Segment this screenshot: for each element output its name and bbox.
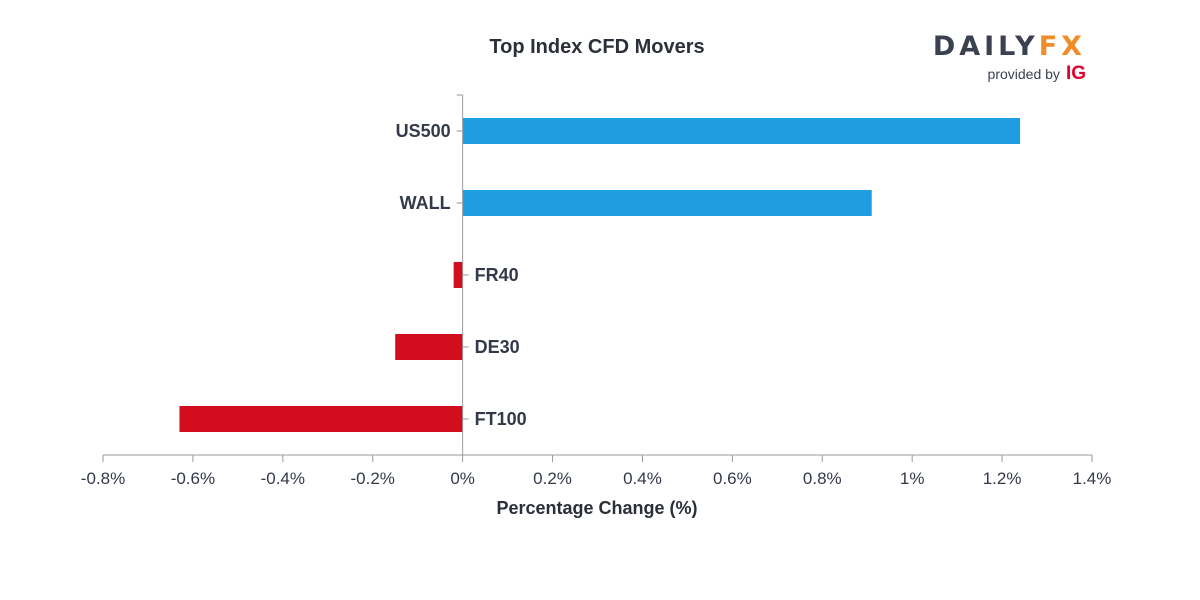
x-tick-label: 1% (900, 469, 925, 488)
category-labels: US500 WALL FR40 DE30 FT100 (396, 121, 527, 429)
x-axis-label: Percentage Change (%) (496, 498, 697, 518)
category-label-us500: US500 (396, 121, 451, 141)
x-tick-label: -0.4% (261, 469, 305, 488)
category-label-wall: WALL (400, 193, 451, 213)
bar-us500 (462, 118, 1021, 144)
x-tick-labels: -0.8% -0.6% -0.4% -0.2% 0% 0.2% 0.4% 0.6% 0.8% 1%… (81, 469, 1112, 488)
category-label-ft100: FT100 (475, 409, 527, 429)
bar-wall (462, 190, 872, 216)
category-label-de30: DE30 (475, 337, 520, 357)
category-label-fr40: FR40 (475, 265, 519, 285)
x-tick-label: 0.2% (533, 469, 572, 488)
x-tick-label: 0.6% (713, 469, 752, 488)
logo-fx: FX (1039, 31, 1086, 62)
x-tick-label: 1.2% (983, 469, 1022, 488)
axes-layer (102, 94, 1093, 462)
bars-layer (179, 118, 1021, 432)
logo-provided-line: provided by IG (988, 63, 1086, 84)
chart-title: Top Index CFD Movers (489, 36, 704, 58)
x-tick-label: 0.4% (623, 469, 662, 488)
x-tick-label: 1.4% (1073, 469, 1112, 488)
x-tick-label: 0% (450, 469, 475, 488)
logo-wordmark: DAILYFX (933, 31, 1086, 62)
logo-ig: IG (1066, 63, 1086, 84)
x-tick-label: -0.2% (351, 469, 395, 488)
logo-provided-by: provided by (988, 66, 1060, 82)
bar-de30 (395, 334, 463, 360)
dailyfx-logo: DAILYFX provided by IG (933, 31, 1086, 84)
x-tick-label: -0.6% (171, 469, 215, 488)
logo-daily: DAILY (933, 31, 1039, 62)
bar-ft100 (179, 406, 463, 432)
bar-fr40 (453, 262, 463, 288)
x-tick-label: 0.8% (803, 469, 842, 488)
x-tick-label: -0.8% (81, 469, 125, 488)
